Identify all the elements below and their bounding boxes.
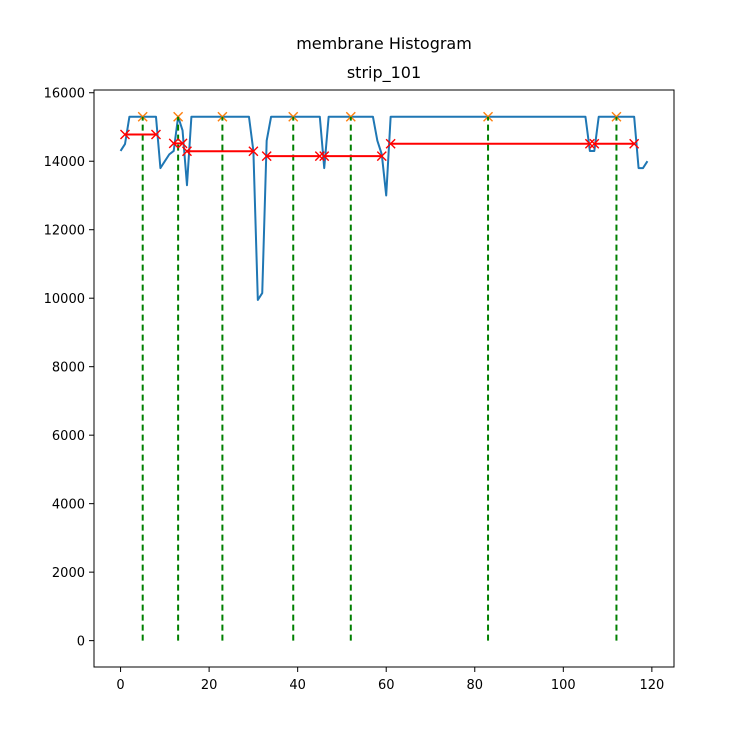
segment-endpoint-marker [629, 138, 640, 149]
chart-title-line-1: membrane Histogram [296, 34, 472, 53]
x-tick-label: 60 [378, 678, 395, 693]
y-tick-label: 6000 [52, 429, 85, 444]
segment-endpoint-marker [168, 138, 179, 149]
segment-endpoint-marker [319, 151, 330, 162]
y-tick-label: 8000 [52, 361, 85, 376]
segment-endpoint-marker [314, 151, 325, 162]
segment-endpoint-marker [248, 146, 259, 157]
x-tick-label: 40 [289, 678, 306, 693]
segment-endpoint-marker [177, 138, 188, 149]
y-tick-label: 16000 [44, 87, 85, 102]
x-tick-label: 20 [201, 678, 218, 693]
y-tick-label: 2000 [52, 566, 85, 581]
histogram-line [119, 115, 649, 301]
axes-frame [93, 89, 675, 668]
y-tick-label: 4000 [52, 498, 85, 513]
y-tick-label: 10000 [44, 292, 85, 307]
segment-endpoint-marker [385, 138, 396, 149]
segment-endpoint-marker [261, 151, 272, 162]
segment-endpoint-marker [181, 146, 192, 157]
x-tick-label: 80 [466, 678, 483, 693]
y-tick-label: 0 [77, 635, 85, 650]
segment-endpoint-marker [150, 129, 161, 140]
x-tick-label: 120 [639, 678, 664, 693]
y-tick-label: 14000 [44, 155, 85, 170]
x-tick-label: 100 [551, 678, 576, 693]
y-tick-label: 12000 [44, 224, 85, 239]
segment-endpoint-marker [119, 129, 130, 140]
axes: 0 20 40 60 80 100 120 0 2000 4000 6000 8000 10000 120… [44, 87, 675, 693]
segment-endpoint-marker [376, 151, 387, 162]
chart-title-line-2: strip_101 [347, 63, 421, 83]
plot-area [119, 111, 649, 641]
segment-endpoint-marker [584, 138, 595, 149]
segment-endpoint-marker [589, 138, 600, 149]
x-tick-label: 0 [116, 678, 124, 693]
